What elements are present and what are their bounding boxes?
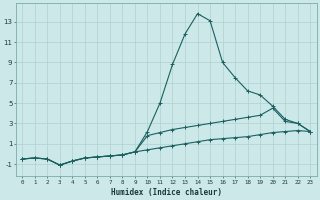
X-axis label: Humidex (Indice chaleur): Humidex (Indice chaleur) — [111, 188, 222, 197]
